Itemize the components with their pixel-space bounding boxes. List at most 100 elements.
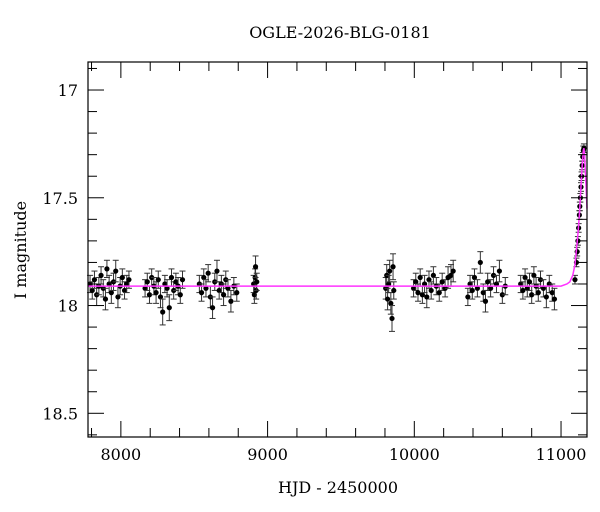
- data-point: [166, 294, 173, 322]
- point-marker: [168, 274, 175, 281]
- point-marker: [385, 296, 391, 302]
- point-marker: [113, 268, 119, 274]
- x-tick-label: 8000: [101, 445, 142, 464]
- y-tick-label: 17.5: [42, 189, 78, 208]
- data-point: [253, 272, 260, 291]
- data-point: [159, 298, 166, 326]
- data-point: [384, 287, 391, 311]
- point-marker: [198, 290, 205, 296]
- x-tick-label: 9000: [247, 445, 288, 464]
- point-marker: [496, 268, 503, 274]
- data-point: [469, 281, 476, 300]
- data-point: [430, 266, 437, 285]
- data-point: [164, 279, 171, 298]
- data-point: [390, 281, 397, 300]
- axis-ticks: [88, 62, 587, 437]
- data-point: [252, 255, 259, 279]
- point-marker: [91, 277, 98, 283]
- point-marker: [115, 294, 121, 300]
- x-tick-label: 11000: [536, 445, 587, 464]
- point-marker: [428, 287, 434, 294]
- data-point: [209, 296, 216, 319]
- data-point: [477, 251, 484, 274]
- point-marker: [142, 285, 148, 291]
- point-marker: [157, 294, 164, 300]
- point-marker: [549, 290, 555, 296]
- point-marker: [410, 285, 417, 291]
- x-tick-labels: 8000 9000 10000 11000: [101, 445, 587, 464]
- point-marker: [254, 279, 260, 285]
- point-marker: [106, 281, 112, 287]
- point-marker: [155, 277, 161, 283]
- y-tick-label: 18: [58, 297, 78, 316]
- point-marker: [474, 285, 480, 291]
- point-marker: [436, 290, 442, 296]
- point-marker: [160, 309, 166, 315]
- data-point: [387, 292, 394, 315]
- data-point: [540, 279, 547, 298]
- point-marker: [415, 290, 421, 296]
- point-marker: [572, 277, 578, 283]
- data-point: [528, 285, 535, 304]
- point-marker: [469, 287, 475, 294]
- point-marker: [531, 272, 537, 278]
- point-marker: [524, 285, 530, 291]
- point-marker: [119, 274, 125, 281]
- data-point: [487, 279, 494, 298]
- point-marker: [203, 285, 209, 291]
- point-marker: [98, 272, 104, 278]
- y-tick-label: 17: [58, 81, 78, 100]
- data-point: [522, 268, 529, 287]
- point-marker: [529, 292, 535, 298]
- point-marker: [234, 290, 240, 296]
- point-marker: [177, 292, 183, 298]
- point-marker: [214, 268, 220, 274]
- point-marker: [477, 259, 483, 266]
- point-marker: [124, 281, 130, 287]
- point-marker: [450, 268, 456, 274]
- data-point: [551, 287, 558, 311]
- point-marker: [144, 279, 150, 285]
- point-marker: [173, 279, 179, 285]
- point-marker: [526, 279, 533, 285]
- point-marker: [179, 277, 186, 283]
- point-marker: [104, 266, 110, 272]
- model-curve-group: [88, 148, 588, 287]
- point-marker: [426, 277, 432, 283]
- point-marker: [518, 281, 524, 287]
- point-marker: [220, 292, 227, 298]
- point-marker: [535, 290, 541, 296]
- point-marker: [390, 264, 396, 270]
- point-marker: [121, 287, 128, 294]
- data-point: [496, 259, 503, 283]
- y-tick-labels: 17 17.5 18 18.5: [42, 81, 78, 423]
- point-marker: [153, 290, 159, 296]
- data-point: [474, 279, 481, 298]
- point-marker: [216, 287, 222, 294]
- point-marker: [424, 294, 430, 300]
- data-point: [386, 259, 393, 283]
- chart-title: OGLE-2026-BLG-0181: [249, 23, 431, 42]
- data-point: [224, 279, 231, 298]
- point-marker: [540, 285, 547, 291]
- point-marker: [205, 270, 211, 276]
- point-marker: [467, 281, 473, 287]
- data-point: [493, 274, 500, 294]
- point-marker: [162, 281, 168, 287]
- point-marker: [485, 279, 491, 285]
- point-marker: [413, 279, 419, 285]
- data-point: [161, 274, 168, 294]
- y-tick-label: 18.5: [42, 404, 78, 423]
- data-point: [390, 253, 397, 281]
- point-marker: [391, 287, 397, 294]
- plot-frame: [87, 61, 588, 438]
- point-marker: [482, 298, 489, 304]
- point-marker: [471, 274, 478, 281]
- point-marker: [201, 274, 207, 281]
- point-marker: [386, 281, 392, 287]
- point-marker: [164, 285, 170, 291]
- x-tick-label: 10000: [389, 445, 440, 464]
- data-point: [112, 259, 119, 283]
- data-point: [205, 264, 212, 283]
- x-axis-label: HJD - 2450000: [278, 478, 398, 497]
